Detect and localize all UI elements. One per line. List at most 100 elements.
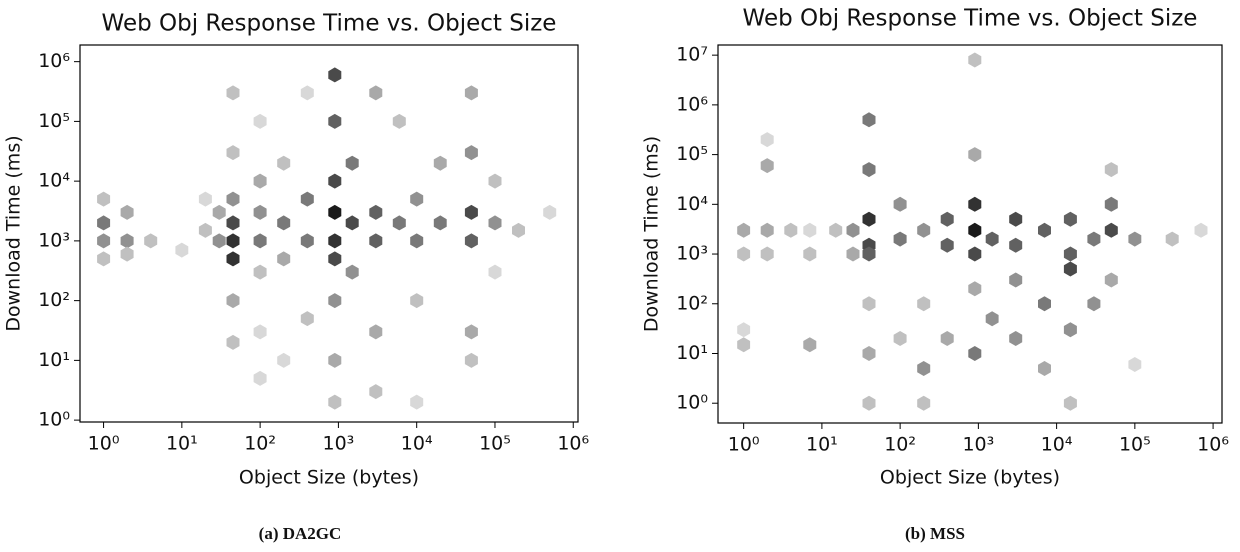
hexbin-cell [737, 246, 751, 262]
hexbin-cell [862, 346, 876, 361]
hexbin-cell [1063, 395, 1077, 411]
hexbin-cell [1104, 162, 1118, 178]
x-tick-label: 10⁵ [479, 433, 511, 455]
hexbin-cell [760, 222, 774, 238]
hexbin-cell [488, 264, 502, 280]
y-tick-label: 10⁷ [676, 44, 708, 66]
hexbin-cell [940, 237, 954, 253]
hexbin-cell [917, 296, 931, 312]
hexbin-cell [277, 215, 291, 231]
y-tick-label: 10⁴ [676, 193, 708, 215]
hexbin-cell [226, 233, 240, 249]
hexbin-cell [737, 222, 751, 238]
hexbin-cell [968, 147, 982, 163]
x-tick-label: 10⁰ [88, 433, 120, 455]
hexbin-cell [410, 394, 424, 410]
hexbin-cell [968, 281, 982, 297]
hexbin-cell [1128, 357, 1142, 372]
hexbin-cell [328, 204, 342, 220]
hexbin-cell [917, 361, 931, 376]
hexbin-cell [226, 215, 240, 231]
hexbin-cell [760, 132, 774, 148]
x-tick-label: 10⁴ [401, 433, 433, 455]
hexbin-cell [1038, 296, 1051, 312]
x-tick-label: 10² [244, 433, 276, 455]
hexbin-cell [253, 204, 267, 220]
hexbin-cell [328, 251, 342, 267]
hexbin-cell [392, 215, 406, 231]
y-tick-label: 10³ [38, 229, 70, 251]
hexbin-cell [846, 246, 860, 262]
hexbin-cell [1128, 231, 1142, 247]
hexbin-cell [917, 222, 931, 238]
hexbin-cell [985, 311, 999, 327]
hexbin-cell [737, 337, 751, 353]
hexbin-cell [1009, 272, 1023, 288]
hexbin-cell [1063, 261, 1077, 277]
hexbin-layer [737, 52, 1208, 411]
hexbin-cell [862, 296, 876, 312]
x-tick-label: 10¹ [166, 433, 198, 455]
hexbin-cell [464, 85, 478, 101]
hexbin-cell [512, 222, 525, 238]
hexbin-cell [345, 155, 359, 171]
hexbin-cell [1165, 231, 1179, 247]
y-tick-label: 10³ [676, 243, 708, 265]
hexbin-cell [464, 352, 478, 368]
hexbin-cell [968, 346, 982, 361]
y-tick-label: 10¹ [676, 342, 708, 364]
hexbin-cell [120, 233, 134, 249]
x-tick-label: 10⁰ [728, 434, 760, 456]
hexbin-layer [97, 67, 557, 410]
hexbin-cell [369, 324, 383, 340]
hexbin-cell [226, 293, 240, 309]
hexbin-cell [328, 293, 342, 309]
hexbin-cell [862, 246, 876, 262]
hexbin-cell [829, 222, 843, 238]
hexbin-cell [968, 196, 982, 212]
hexbin-cell [369, 384, 383, 400]
hexbin-cell [226, 191, 240, 207]
hexbin-cell [253, 370, 267, 386]
hexbin-cell [1087, 231, 1101, 247]
hexbin-cell [253, 324, 267, 340]
hexbin-cell [328, 233, 342, 249]
hexbin-cell [1063, 322, 1077, 338]
hexbin-cell [328, 394, 342, 410]
hexbin-cell [784, 222, 798, 238]
y-tick-label: 10² [38, 289, 70, 311]
hexbin-cell [144, 233, 158, 249]
hexbin-cell [300, 191, 314, 207]
hexbin-cell [97, 191, 111, 207]
hexbin-cell [120, 246, 134, 262]
hexbin-cell [253, 113, 267, 129]
hexbin-cell [760, 246, 774, 262]
hexbin-cell [433, 155, 447, 171]
hexbin-cell [345, 215, 359, 231]
hexbin-cell [488, 215, 502, 231]
hexbin-cell [226, 334, 240, 350]
hexbin-cell [410, 233, 424, 249]
hexbin-cell [940, 211, 954, 227]
y-tick-label: 10⁰ [38, 409, 70, 431]
hexbin-cell [328, 113, 342, 129]
plot-frame [717, 44, 1223, 424]
y-tick-label: 10⁰ [676, 392, 708, 414]
hexbin-cell [488, 173, 502, 189]
hexbin-cell [1009, 331, 1023, 346]
x-tick-label: 10⁴ [1041, 434, 1073, 456]
hexbin-cell [253, 173, 267, 189]
hexbin-cell [985, 231, 999, 247]
hexbin-cell [1038, 361, 1051, 376]
x-tick-label: 10³ [323, 433, 355, 455]
x-axis-label: Object Size (bytes) [239, 467, 419, 489]
hexbin-cell [410, 293, 424, 309]
hexbin-cell [803, 222, 817, 238]
x-axis-label: Object Size (bytes) [880, 467, 1060, 489]
hexbin-cell [893, 331, 907, 346]
y-tick-label: 10¹ [38, 349, 70, 371]
hexbin-cell [862, 211, 876, 227]
y-tick-label: 10⁵ [676, 143, 708, 165]
hexbin-cell [212, 204, 226, 220]
plot-frame [79, 44, 579, 423]
